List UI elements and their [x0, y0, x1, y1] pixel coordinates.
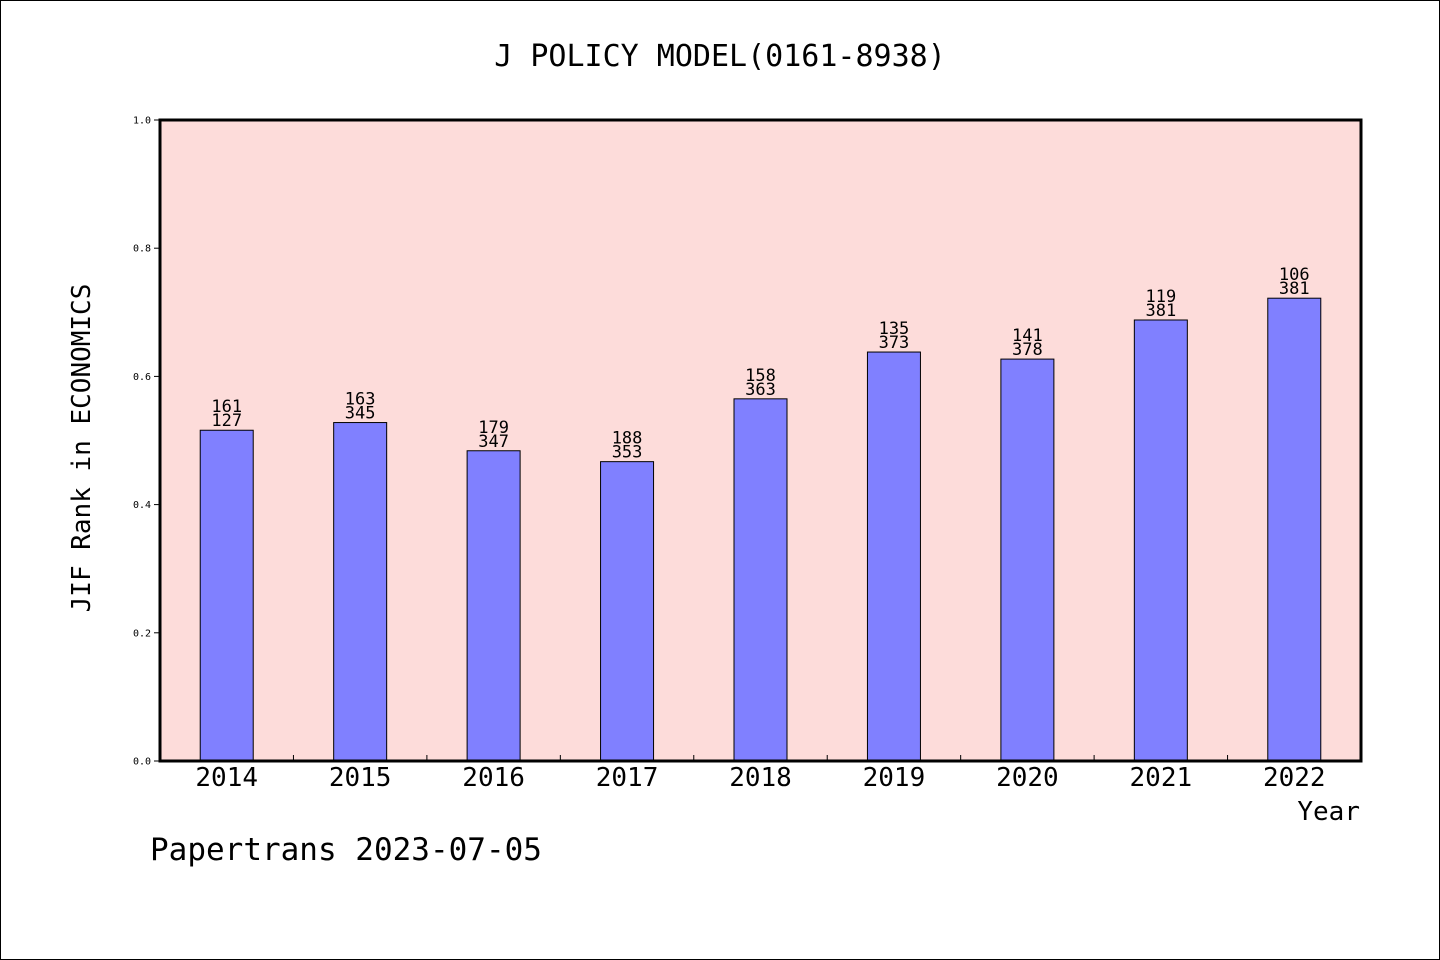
x-tick-label: 2015	[329, 763, 392, 793]
bar-total-label: 381	[1145, 301, 1176, 321]
bar-total-label: 353	[612, 443, 643, 463]
bar-rank-label: 106	[1279, 265, 1310, 285]
y-axis: 0.0 0.2 0.4 0.6 0.8 1.0	[133, 116, 160, 768]
y-tick-label: 0.6	[133, 372, 151, 383]
x-tick-label: 2021	[1130, 763, 1193, 793]
y-tick-label: 0.2	[133, 628, 151, 639]
bar-2021	[1133, 319, 1188, 762]
bars-layer	[199, 297, 1322, 762]
bar-rank-label: 119	[1145, 287, 1176, 307]
x-tick-label: 2017	[596, 763, 659, 793]
x-tick-label: 2018	[729, 763, 792, 793]
bar-rank-label: 158	[745, 366, 776, 386]
y-tick-label: 0.8	[133, 244, 151, 255]
bar-rank-label: 135	[879, 319, 910, 339]
bar-2016	[466, 450, 521, 762]
bar-total-label: 378	[1012, 340, 1043, 360]
x-tick-label: 2020	[996, 763, 1059, 793]
bar-2019	[866, 351, 921, 762]
bar-rank-label: 163	[345, 390, 376, 410]
bar-2018	[733, 398, 788, 762]
bar-total-label: 345	[345, 404, 376, 424]
bar-total-label: 363	[745, 380, 776, 400]
bar-rank-label: 141	[1012, 326, 1043, 346]
bar-rank-label: 188	[612, 429, 643, 449]
bar-rank-label: 179	[478, 418, 509, 438]
x-tick-label: 2022	[1263, 763, 1326, 793]
y-tick-label: 1.0	[133, 116, 151, 127]
y-tick-label: 0.4	[133, 500, 151, 511]
bar-rank-label: 161	[211, 397, 242, 417]
footer-credit: Papertrans 2023-07-05	[150, 832, 542, 868]
x-axis: 2014 2015 2016 2017 2018 2019 2020 2021 2022	[195, 755, 1326, 793]
bar-total-label: 127	[211, 411, 242, 431]
bar-total-label: 347	[478, 432, 509, 452]
y-axis-label: JIF Rank in ECONOMICS	[67, 284, 97, 613]
x-tick-label: 2016	[462, 763, 525, 793]
x-tick-label: 2014	[195, 763, 258, 793]
bar-2015	[333, 422, 388, 762]
plot-border	[158, 118, 1363, 763]
bar-total-label: 373	[879, 333, 910, 353]
chart-title: J POLICY MODEL(0161-8938)	[494, 39, 946, 74]
y-tick-label: 0.0	[133, 757, 151, 768]
x-axis-label: Year	[1297, 797, 1360, 827]
bar-2017	[600, 461, 655, 762]
x-tick-label: 2019	[863, 763, 926, 793]
bar-2014	[199, 429, 254, 762]
bar-total-label: 381	[1279, 279, 1310, 299]
bar-2022	[1267, 297, 1322, 762]
bar-2020	[1000, 358, 1055, 762]
